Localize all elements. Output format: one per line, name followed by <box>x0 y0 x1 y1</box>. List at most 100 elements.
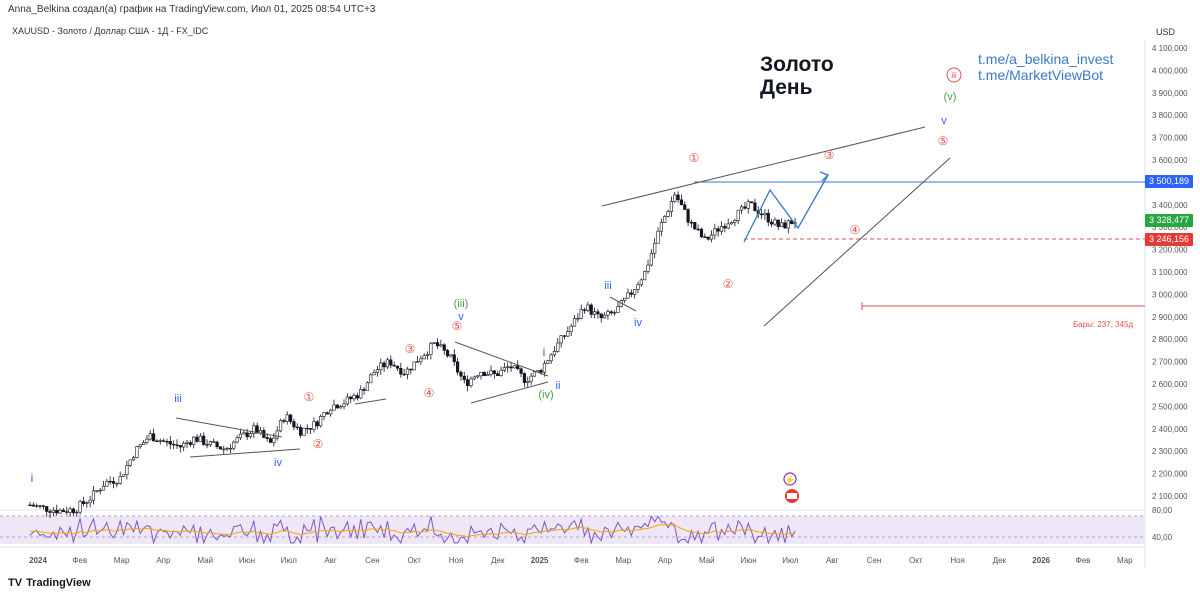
price-tick-label: 2 100,000 <box>1152 492 1188 501</box>
candle-body <box>663 216 667 223</box>
candle-body <box>639 279 643 286</box>
candle-body <box>689 221 694 224</box>
candle-body <box>452 354 456 363</box>
time-tick-label: Июл <box>782 556 799 565</box>
candle-body <box>522 373 527 383</box>
candle-body <box>342 403 346 407</box>
author-line: Anna_Belkina создал(а) график на Trading… <box>8 4 376 15</box>
candle-body <box>683 204 687 210</box>
candle-body <box>278 420 283 432</box>
time-tick-label: Фев <box>1076 556 1091 565</box>
candle-body <box>462 375 466 381</box>
candle-body <box>449 354 453 357</box>
candle-body <box>669 201 673 212</box>
candle-body <box>780 222 784 227</box>
candle-body <box>576 317 580 320</box>
candle-body <box>355 395 359 399</box>
candle-body <box>442 344 446 351</box>
tradingview-brand[interactable]: TV TradingView <box>8 577 91 589</box>
wedge-a[interactable] <box>354 398 387 405</box>
candle-body <box>566 331 570 337</box>
candle-body <box>395 365 400 369</box>
candle-body <box>135 446 139 458</box>
triangle2-upper[interactable] <box>454 341 549 377</box>
candle-body <box>121 474 126 477</box>
price-tick-label: 3 000,000 <box>1152 290 1188 299</box>
link-telegram-2[interactable]: t.me/MarketViewBot <box>978 67 1104 83</box>
link-telegram-1[interactable]: t.me/a_belkina_invest <box>978 51 1114 67</box>
candle-body <box>499 369 503 376</box>
candle-body <box>185 442 189 444</box>
candle-body <box>699 228 704 238</box>
triangle2-lower[interactable] <box>470 381 549 404</box>
chart-title-line1: Золото <box>760 53 834 76</box>
candle-body <box>68 508 72 513</box>
candle-body <box>31 504 35 507</box>
lightning-icon[interactable] <box>783 472 797 486</box>
price-axis-ticks: 2 100,000 2 200,000 2 300,000 2 400,000 2 50… <box>1152 44 1188 501</box>
upper-channel-line[interactable] <box>601 126 926 207</box>
candle-body <box>312 421 316 430</box>
candle-body <box>709 234 714 240</box>
candle-body <box>155 440 159 443</box>
candle-body <box>141 442 146 445</box>
candle-body <box>292 421 296 428</box>
wedge-b[interactable] <box>609 296 637 312</box>
candle-body <box>549 354 553 362</box>
candle-body <box>743 206 747 209</box>
tradingview-logo-icon: TV <box>8 577 23 589</box>
candle-body <box>165 441 169 443</box>
candle-body <box>739 206 744 211</box>
price-tick-label: 2 500,000 <box>1152 402 1188 411</box>
candle-body <box>389 359 393 366</box>
triangle1-lower[interactable] <box>189 448 301 458</box>
candle-body <box>476 375 480 378</box>
price-tick-label: 2 700,000 <box>1152 358 1188 367</box>
candle-body <box>45 506 49 512</box>
candle-body <box>65 511 69 513</box>
wave-label: (iii) <box>454 298 469 310</box>
candle-body <box>502 367 506 371</box>
candle-body <box>759 213 764 216</box>
candle-body <box>295 426 299 429</box>
candle-body <box>542 363 547 373</box>
candle-body <box>202 435 206 445</box>
candle-body <box>208 441 212 446</box>
candle-body <box>51 509 55 513</box>
price-tick-label: 3 300,000 <box>1152 223 1188 232</box>
time-tick-label: Окт <box>407 556 421 565</box>
symbol-line[interactable]: XAUUSD - Золото / Доллар США - 1Д - FX_I… <box>12 26 209 36</box>
candle-body <box>636 284 640 290</box>
wave-label: iii <box>951 71 957 80</box>
candle-body <box>572 318 577 327</box>
candle-body <box>128 459 132 466</box>
time-tick-label: Сен <box>365 556 380 565</box>
candle-body <box>95 490 99 492</box>
candle-body <box>489 370 493 375</box>
candle-body <box>539 370 543 373</box>
candle-body <box>609 311 613 314</box>
projection-path[interactable] <box>743 174 829 243</box>
price-tick-label: 2 800,000 <box>1152 335 1188 344</box>
candle-body <box>61 509 66 512</box>
lower-channel-line[interactable] <box>763 157 951 327</box>
candle-body <box>435 342 440 347</box>
wave-label: iv <box>274 457 282 469</box>
candle-body <box>111 481 116 484</box>
rsi-ma-line <box>29 523 796 538</box>
currency-label[interactable]: USD <box>1156 27 1176 37</box>
triangle1-upper[interactable] <box>175 417 283 438</box>
candle-body <box>412 361 416 371</box>
candle-body <box>35 505 39 507</box>
candle-body <box>215 441 219 448</box>
time-tick-label: Май <box>197 556 213 565</box>
candle-body <box>325 412 329 415</box>
candle-body <box>28 504 32 507</box>
wave-label: ⑤ <box>938 134 949 148</box>
candle-body <box>466 379 470 387</box>
candle-body <box>653 242 657 254</box>
candle-body <box>369 374 373 384</box>
time-tick-label: Ноя <box>449 556 464 565</box>
candle-body <box>409 368 413 371</box>
